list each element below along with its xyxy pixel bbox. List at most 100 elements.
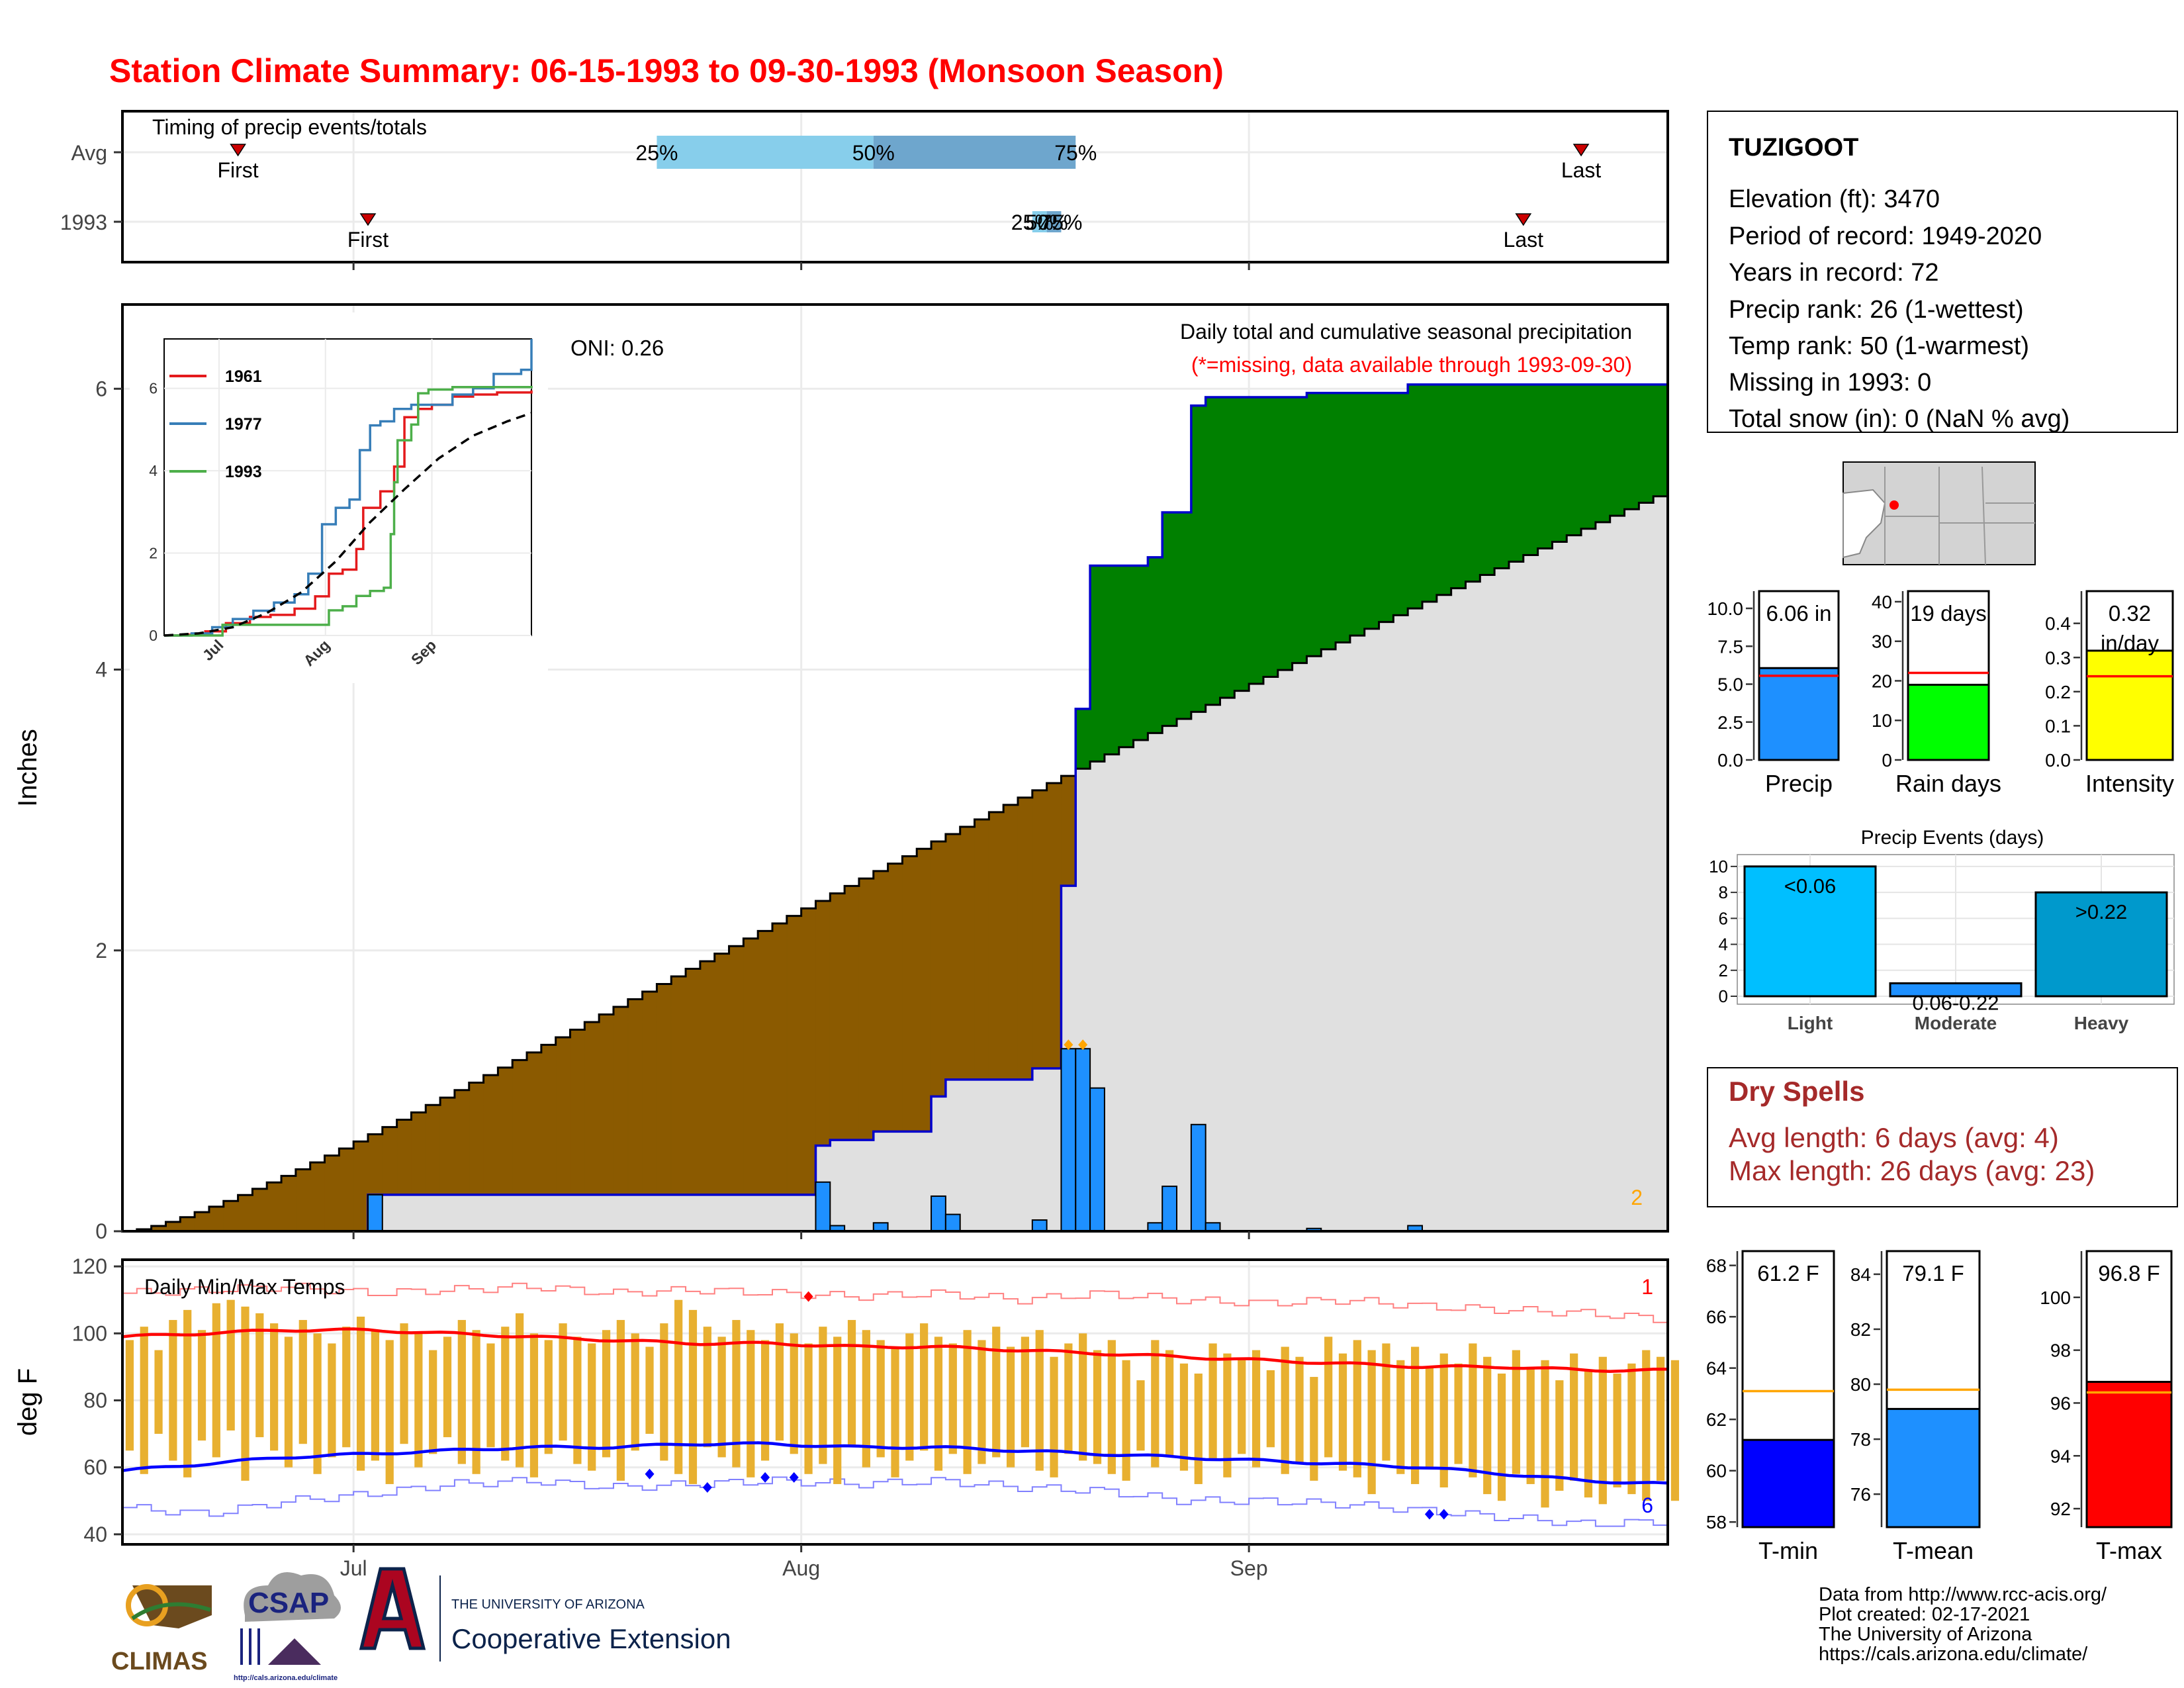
temp-summary-t-min-bar bbox=[1741, 1438, 1835, 1528]
temp-daily-bar-107 bbox=[1670, 1360, 1680, 1501]
temp-daily-bar-41 bbox=[717, 1336, 726, 1458]
temp-daily-bar-56 bbox=[934, 1336, 943, 1471]
temp-record-min-line bbox=[122, 1476, 1668, 1527]
temp-daily-bar-78 bbox=[1251, 1350, 1261, 1468]
precip-events-chart: Precip Events (days) 0 2 4 6 8 10 <0.06 Light 0.… bbox=[1709, 827, 2175, 1033]
events-tick-label-10: 10 bbox=[1709, 857, 1728, 876]
timing-first-label-1993: First bbox=[347, 228, 388, 252]
temp-avg-max-line bbox=[122, 1327, 1668, 1373]
temp-daily-bar-66 bbox=[1079, 1333, 1087, 1461]
temp-summary-t-min-value-text: 61.2 F bbox=[1757, 1261, 1819, 1286]
summary-rain-days-value-text: 19 days bbox=[1910, 601, 1987, 626]
temp-daily-bar-62 bbox=[1021, 1336, 1030, 1448]
dry-spells-box: Dry Spells Avg length: 6 days (avg: 4) M… bbox=[1707, 1067, 2178, 1207]
temp-daily-bar-59 bbox=[978, 1340, 986, 1464]
temp-daily-bar-80 bbox=[1281, 1346, 1289, 1474]
month-axis: Jul Aug Sep bbox=[340, 1544, 1268, 1580]
precip-legend-note: (*=missing, data available through 1993-… bbox=[1191, 353, 1632, 377]
ua-logo-top: THE UNIVERSITY OF ARIZONA bbox=[451, 1597, 645, 1612]
temp-daily-bar-47 bbox=[804, 1343, 813, 1474]
temp-daily-bar-97 bbox=[1526, 1366, 1535, 1484]
precip-y-axis: 0 2 4 6 bbox=[95, 377, 1250, 1243]
inset-ytick-label-0: 0 bbox=[149, 627, 158, 644]
temp-daily-bar-105 bbox=[1642, 1350, 1651, 1501]
temp-daily-bar-11 bbox=[284, 1336, 293, 1468]
temp-daily-bar-30 bbox=[559, 1323, 567, 1441]
events-bar-light bbox=[1743, 865, 1877, 998]
temp-daily-bar-93 bbox=[1469, 1343, 1477, 1477]
temp-daily-bar-12 bbox=[298, 1320, 307, 1444]
temp-summary-t-max-tick-label-0: 92 bbox=[2050, 1499, 2071, 1519]
summary-precip-tick-label-4: 10.0 bbox=[1707, 598, 1744, 619]
precip-areas bbox=[122, 380, 1669, 1233]
temp-daily-bar-100 bbox=[1570, 1353, 1578, 1481]
timing-last-label-Avg: Last bbox=[1561, 158, 1602, 182]
temp-daily-bar-21 bbox=[429, 1350, 437, 1454]
precip-ytick-label-6: 6 bbox=[95, 377, 107, 400]
summary-precip-tick-label-2: 5.0 bbox=[1717, 675, 1743, 695]
temp-daily-bar-9 bbox=[255, 1313, 264, 1438]
precip-common-area bbox=[122, 496, 1668, 1231]
temp-daily-bar-63 bbox=[1035, 1330, 1044, 1471]
summary-rain-days-chart: 0 10 20 30 40 19 days Rain days bbox=[1872, 590, 2001, 797]
temp-daily-bar-88 bbox=[1396, 1360, 1405, 1474]
temp-daily-bar-77 bbox=[1238, 1360, 1246, 1454]
climas-logo: CLIMAS bbox=[111, 1584, 212, 1675]
temp-daily-bar-96 bbox=[1512, 1350, 1520, 1474]
credit-line-2: Plot created: 02-17-2021 bbox=[1819, 1604, 2030, 1625]
summary-intensity-tick-label-3: 0.3 bbox=[2045, 647, 2071, 668]
temp-daily-bar-70 bbox=[1136, 1380, 1145, 1451]
temp-daily-bar-75 bbox=[1208, 1343, 1217, 1461]
temp-record-low-marker-3 bbox=[789, 1472, 799, 1483]
precip-ytick-label-4: 4 bbox=[95, 658, 107, 682]
precip-ytick-label-2: 2 bbox=[95, 939, 107, 962]
timing-last-marker-1993 bbox=[1515, 213, 1532, 226]
events-label-light: Light bbox=[1788, 1013, 1833, 1033]
summary-intensity-tick-label-1: 0.1 bbox=[2045, 716, 2071, 736]
temp-summary-t-min-chart: 58 60 62 64 66 68 61.2 F T-min bbox=[1706, 1250, 1835, 1564]
temp-daily-bar-14 bbox=[328, 1343, 336, 1458]
temp-daily-bar-57 bbox=[948, 1343, 957, 1454]
temp-daily-bar-79 bbox=[1266, 1370, 1275, 1448]
temp-daily-bar-28 bbox=[529, 1333, 539, 1477]
temp-daily-bar-44 bbox=[760, 1340, 770, 1461]
summary-rain-days-tick-label-3: 30 bbox=[1872, 632, 1892, 652]
temp-daily-bar-99 bbox=[1555, 1380, 1564, 1491]
events-bar-text-heavy: >0.22 bbox=[2075, 900, 2127, 923]
temp-daily-bar-24 bbox=[472, 1330, 480, 1474]
station-line-missing: Missing in 1993: 0 bbox=[1729, 369, 1931, 397]
temp-summary-t-mean-tick-label-1: 78 bbox=[1850, 1429, 1871, 1450]
precip-avg-cumulative-line bbox=[122, 490, 1669, 1233]
csap-logo: CSAP http://cals.arizona.edu/climate bbox=[234, 1572, 341, 1682]
temp-daily-bar-102 bbox=[1598, 1356, 1607, 1505]
summary-intensity-value-unit: in/day bbox=[2101, 631, 2160, 655]
inset-series-1977 bbox=[164, 339, 533, 637]
temp-summary-t-min-tick-label-5: 68 bbox=[1706, 1256, 1727, 1276]
events-label-moderate: Moderate bbox=[1915, 1013, 1997, 1033]
summary-intensity-bar bbox=[2085, 649, 2174, 761]
summary-precip-tick-label-0: 0.0 bbox=[1717, 750, 1743, 771]
temp-daily-bar-31 bbox=[573, 1336, 582, 1464]
summary-intensity-value-text: 0.32 bbox=[2109, 601, 2151, 626]
events-bar-text-light: <0.06 bbox=[1784, 874, 1836, 898]
temp-summary-t-mean-tick-label-2: 80 bbox=[1850, 1374, 1871, 1395]
events-tick-label-8: 8 bbox=[1719, 882, 1728, 902]
events-bar-text-moderate: 0.06-0.22 bbox=[1913, 991, 1999, 1014]
precip-panel: 0 2 4 6 Inches ONI: 0.26 Daily total and cu… bbox=[13, 303, 1669, 1243]
station-line-snow: Total snow (in): 0 (NaN % avg) bbox=[1729, 405, 2070, 433]
timing-last-label-1993: Last bbox=[1504, 228, 1544, 252]
timing-label: Timing of precip events/totals bbox=[152, 115, 427, 139]
temp-summary-t-mean-tick-label-4: 84 bbox=[1850, 1264, 1871, 1285]
temp-daily-bar-73 bbox=[1179, 1363, 1189, 1471]
temp-daily-bar-40 bbox=[703, 1327, 711, 1448]
temp-daily-bar-65 bbox=[1064, 1343, 1073, 1454]
timing-bar-lower-1993 bbox=[1032, 211, 1047, 232]
temp-daily-bar-84 bbox=[1338, 1353, 1347, 1471]
inset-series-1993 bbox=[164, 385, 533, 637]
temp-daily-bar-5 bbox=[197, 1330, 206, 1441]
month-label-Sep: Sep bbox=[1230, 1556, 1268, 1580]
temp-daily-bar-49 bbox=[833, 1336, 842, 1484]
precip-daily-bar-1993-07-02 bbox=[367, 1194, 383, 1233]
precip-obs-cumulative-line bbox=[122, 380, 1669, 1233]
timing-p75-label-Avg: 75% bbox=[1054, 141, 1097, 165]
